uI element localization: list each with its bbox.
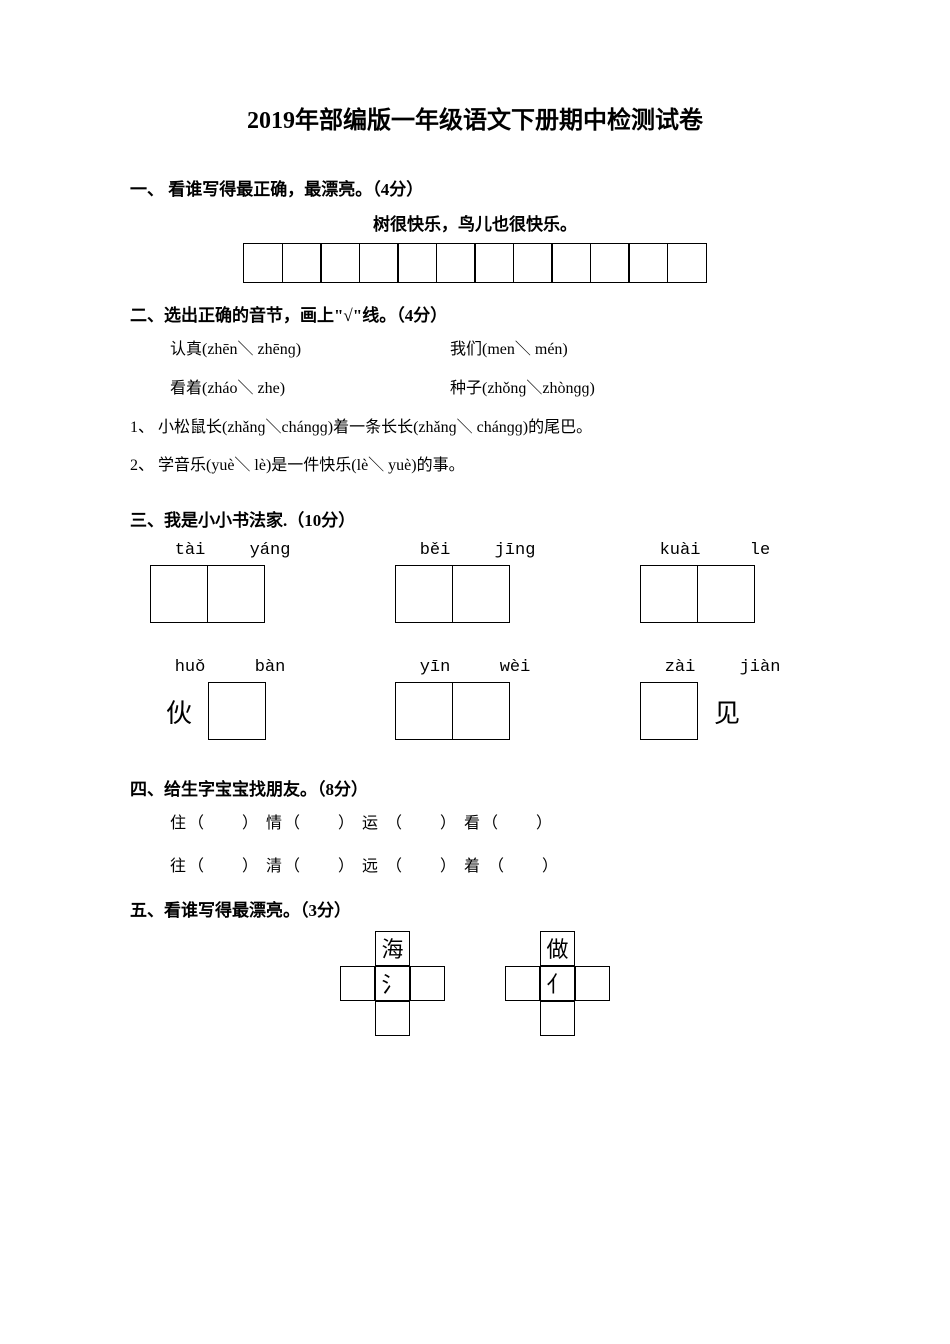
section1-header: 一、 看谁写得最正确，最漂亮。（4分） [130, 175, 820, 200]
char-write-box[interactable] [452, 565, 510, 623]
write-box[interactable] [397, 243, 437, 283]
write-box[interactable] [590, 243, 630, 283]
section5-header: 五、看谁写得最漂亮。（3分） [130, 896, 820, 921]
pinyin-label: zài [640, 658, 720, 677]
char-prefilled: 见 [698, 693, 756, 730]
section3-row2-pinyin: huǒ bàn yīn wèi zài jiàn [150, 658, 800, 677]
section3-row2-boxes: 伙 见 [150, 682, 800, 740]
section2-row1: 认真(zhēn＼ zhēnɡ) 我们(men＼ mén) [170, 336, 820, 365]
pinyin-label: tài [150, 541, 230, 560]
write-box[interactable] [436, 243, 476, 283]
pinyin-label: bàn [230, 658, 310, 677]
grid-cell-right[interactable] [575, 966, 610, 1001]
section3-row1-boxes [150, 565, 800, 623]
char-write-box[interactable] [150, 565, 208, 623]
section2-row1-right: 我们(men＼ mén) [450, 336, 568, 365]
char-write-box[interactable] [395, 565, 453, 623]
grid-cell-top: 做 [540, 931, 575, 966]
section2-line2: 2、 学音乐(yuè＼ lè)是一件快乐(lè＼ yuè)的事。 [130, 452, 820, 481]
grid-cell-left[interactable] [505, 966, 540, 1001]
section5-grids: 海 氵 做 亻 [130, 931, 820, 1036]
section2-row2-right: 种子(zhǒnɡ＼zhònɡɡ) [450, 375, 595, 404]
grid-cell-left[interactable] [340, 966, 375, 1001]
section3-header: 三、我是小小书法家.（10分） [130, 506, 820, 531]
write-box[interactable] [474, 243, 514, 283]
write-box[interactable] [359, 243, 399, 283]
pinyin-label: běi [395, 541, 475, 560]
char-write-box[interactable] [697, 565, 755, 623]
section2-row1-left: 认真(zhēn＼ zhēnɡ) [170, 336, 450, 365]
grid-cell-center: 氵 [375, 966, 410, 1001]
char-write-box[interactable] [640, 565, 698, 623]
char-prefilled: 伙 [150, 693, 208, 730]
section1-boxes [130, 243, 820, 283]
write-box[interactable] [282, 243, 322, 283]
write-box[interactable] [628, 243, 668, 283]
grid-cell-bottom[interactable] [540, 1001, 575, 1036]
section2-row2: 看着(zháo＼ zhe) 种子(zhǒnɡ＼zhònɡɡ) [170, 375, 820, 404]
section2-header: 二、选出正确的音节，画上"√"线。（4分） [130, 301, 820, 326]
grid-cell-bottom[interactable] [375, 1001, 410, 1036]
section4-line1: 住（ ） 情（ ） 运 （ ） 看（ ） [170, 810, 820, 839]
char-write-box[interactable] [452, 682, 510, 740]
char-write-box[interactable] [640, 682, 698, 740]
write-box[interactable] [667, 243, 707, 283]
pinyin-label: yīn [395, 658, 475, 677]
write-box[interactable] [551, 243, 591, 283]
char-write-box[interactable] [207, 565, 265, 623]
section4-line2: 往（ ） 清（ ） 远 （ ） 着 （ ） [170, 853, 820, 882]
grid-cell-center: 亻 [540, 966, 575, 1001]
pinyin-label: yánɡ [230, 541, 310, 560]
char-write-box[interactable] [208, 682, 266, 740]
section3-row1-pinyin: tài yánɡ běi jīnɡ kuài le [150, 541, 800, 560]
section2-line1: 1、 小松鼠长(zhǎnɡ＼chánɡɡ)着一条长长(zhǎnɡ＼ chánɡɡ… [130, 414, 820, 443]
page-title: 2019年部编版一年级语文下册期中检测试卷 [130, 100, 820, 135]
section2-row2-left: 看着(zháo＼ zhe) [170, 375, 450, 404]
pinyin-label: le [720, 541, 800, 560]
char-write-box[interactable] [395, 682, 453, 740]
cross-grid-1: 海 氵 [340, 931, 445, 1036]
pinyin-label: wèi [475, 658, 555, 677]
grid-cell-top: 海 [375, 931, 410, 966]
pinyin-label: jiàn [720, 658, 800, 677]
section4-header: 四、给生字宝宝找朋友。（8分） [130, 775, 820, 800]
cross-grid-2: 做 亻 [505, 931, 610, 1036]
section1-sentence: 树很快乐，鸟儿也很快乐。 [130, 210, 820, 235]
write-box[interactable] [243, 243, 283, 283]
write-box[interactable] [513, 243, 553, 283]
pinyin-label: kuài [640, 541, 720, 560]
write-box[interactable] [320, 243, 360, 283]
pinyin-label: jīnɡ [475, 541, 555, 560]
pinyin-label: huǒ [150, 658, 230, 677]
grid-cell-right[interactable] [410, 966, 445, 1001]
